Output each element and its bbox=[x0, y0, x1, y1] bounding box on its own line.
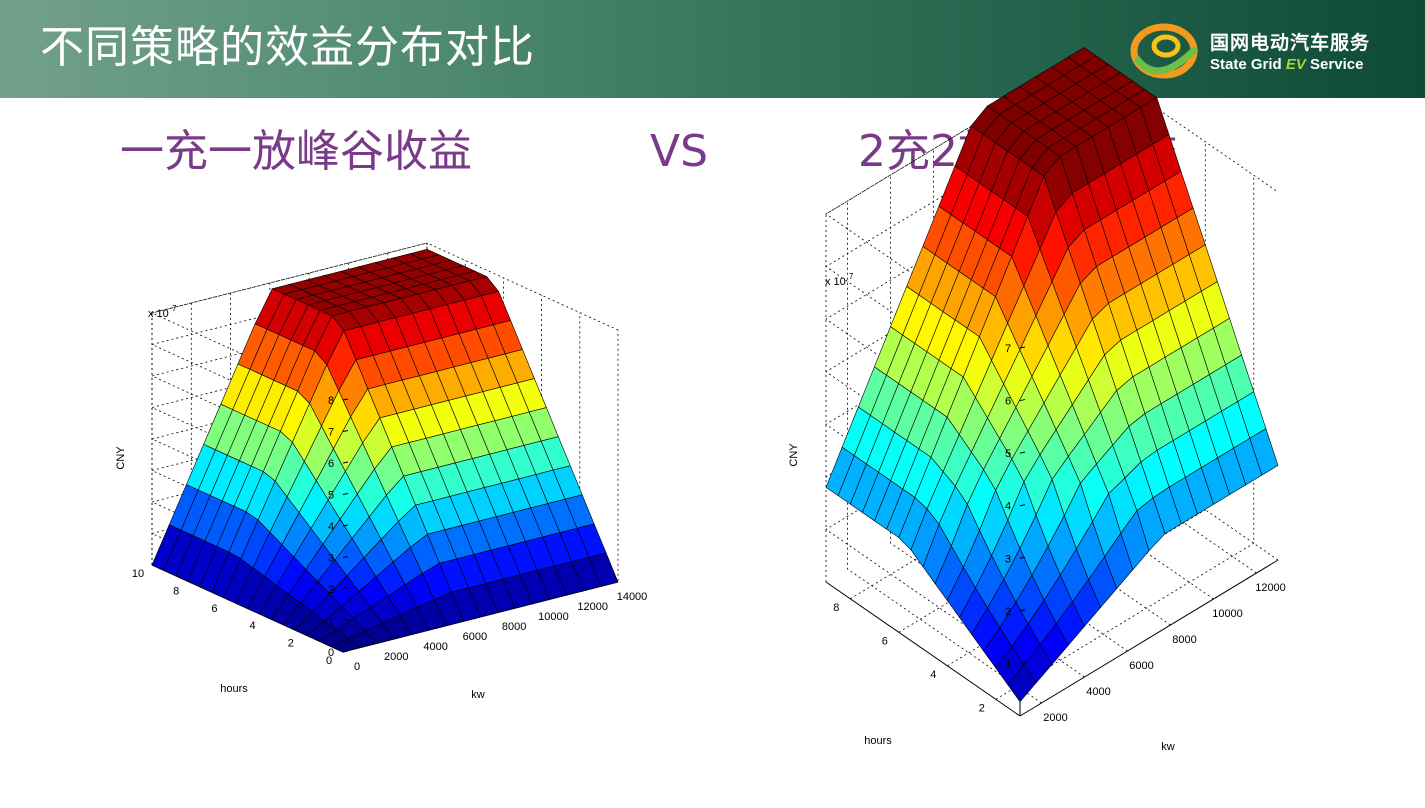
z-tick-mark bbox=[342, 619, 349, 621]
logo-english-name: State Grid EV Service bbox=[1210, 56, 1363, 73]
y-tick-label: 10 bbox=[132, 568, 144, 580]
x-tick-label: 8000 bbox=[1172, 634, 1196, 646]
z-tick-mark bbox=[1019, 609, 1026, 612]
y-tick-label: 8 bbox=[173, 585, 179, 597]
z-tick-label: 5 bbox=[328, 490, 334, 502]
z-tick-mark bbox=[342, 461, 349, 464]
logo-chinese-name: 国网电动汽车服务 bbox=[1210, 32, 1371, 54]
z-tick-label: 7 bbox=[1005, 343, 1011, 355]
z-multiplier-exponent: 7 bbox=[172, 304, 177, 313]
x-tick-label: 4000 bbox=[423, 641, 447, 653]
header-bar: 不同策略的效益分布对比 国网电动汽车服务 State Grid EV Servi… bbox=[0, 0, 1425, 98]
surface-patches bbox=[151, 248, 619, 653]
z-tick-mark bbox=[1019, 451, 1026, 454]
left-subtitle: 一充一放峰谷收益 bbox=[120, 126, 472, 177]
z-multiplier: x 10 bbox=[148, 308, 169, 320]
logo-en-ev: EV bbox=[1285, 56, 1306, 73]
gridline-y bbox=[342, 330, 619, 653]
y-tick-label: 8 bbox=[833, 602, 839, 614]
x-tick-label: 2000 bbox=[384, 651, 408, 663]
z-tick-label: 8 bbox=[328, 395, 334, 407]
gridline-y bbox=[266, 295, 542, 618]
z-tick-label: 3 bbox=[328, 553, 334, 565]
y-tick-label: 0 bbox=[326, 655, 332, 667]
z-axis-label: CNY bbox=[788, 443, 800, 467]
company-logo: 国网电动汽车服务 State Grid EV Service bbox=[1128, 18, 1408, 84]
x-tick-label: 6000 bbox=[1129, 660, 1153, 672]
z-tick-label: 1 bbox=[1005, 658, 1011, 670]
x-tick-label: 0 bbox=[354, 661, 360, 673]
x-tick-label: 14000 bbox=[617, 591, 648, 603]
y-tick-label: 2 bbox=[288, 638, 294, 650]
gridline-y bbox=[304, 312, 581, 635]
z-tick-label: 6 bbox=[1005, 396, 1011, 408]
z-tick-mark bbox=[1019, 346, 1026, 349]
surface-patches bbox=[825, 47, 1279, 703]
x-tick-label: 10000 bbox=[1212, 608, 1243, 620]
side-box-edge bbox=[1083, 57, 1279, 561]
y-tick-label: 2 bbox=[979, 702, 985, 714]
z-tick-mark bbox=[1019, 504, 1026, 507]
z-tick-mark bbox=[342, 650, 349, 653]
z-tick-mark bbox=[1019, 661, 1026, 664]
y-tick-label: 4 bbox=[930, 669, 936, 681]
vs-label: VS bbox=[650, 126, 709, 177]
x-tick-label: 4000 bbox=[1086, 686, 1110, 698]
z-tick-label: 3 bbox=[1005, 553, 1011, 565]
x-tick-label: 12000 bbox=[577, 601, 608, 613]
tick-labels: 0 1 2 3 4 5 6 7 8 0 2 4 6 8 10 0 2000 4000 6000 8000 10000 12… bbox=[132, 395, 647, 673]
y-axis-label: hours bbox=[220, 683, 248, 695]
surface-patch bbox=[1007, 664, 1037, 703]
z-tick-mark bbox=[342, 430, 349, 432]
x-axis-label: kw bbox=[1161, 741, 1175, 753]
y-tick-label: 4 bbox=[250, 620, 256, 632]
page-title: 不同策略的效益分布对比 bbox=[40, 22, 535, 73]
z-tick-label: 5 bbox=[1005, 448, 1011, 460]
z-tick-label: 4 bbox=[1005, 501, 1011, 513]
z-multiplier: x 10 bbox=[825, 276, 846, 288]
z-multiplier-exponent: 7 bbox=[849, 272, 854, 281]
z-tick-label: 1 bbox=[328, 616, 334, 628]
logo-en-suffix: Service bbox=[1305, 56, 1364, 73]
z-tick-mark bbox=[342, 493, 349, 495]
x-tick-label: 2000 bbox=[1043, 712, 1067, 724]
y-axis-label: hours bbox=[864, 735, 892, 747]
logo-en-prefix: State Grid bbox=[1210, 56, 1286, 73]
x-tick-label: 6000 bbox=[463, 631, 487, 643]
gridline-x bbox=[847, 201, 1042, 704]
z-tick-mark bbox=[342, 556, 349, 558]
z-tick-label: 6 bbox=[328, 458, 334, 470]
tick-labels: 1 2 3 4 5 6 7 2 4 6 8 2000 4000 6000 8000 10000 12000 bbox=[833, 343, 1286, 724]
x-tick-label: 12000 bbox=[1255, 582, 1286, 594]
gridline-y bbox=[995, 175, 1255, 700]
z-tick-mark bbox=[1019, 556, 1026, 559]
z-tick-label: 7 bbox=[328, 427, 334, 439]
surface-patch bbox=[330, 638, 361, 653]
z-tick-mark bbox=[342, 524, 349, 527]
z-tick-label: 2 bbox=[328, 584, 334, 596]
state-grid-logo-icon bbox=[1130, 23, 1199, 79]
y-axis-line bbox=[825, 581, 1021, 717]
y-tick-label: 6 bbox=[211, 603, 217, 615]
z-tick-label: 2 bbox=[1005, 606, 1011, 618]
z-tick-mark bbox=[1019, 399, 1026, 402]
y-tick-label: 6 bbox=[882, 635, 888, 647]
z-tick-label: 0 bbox=[328, 647, 334, 659]
z-tick-mark bbox=[342, 587, 349, 590]
z-tick-mark bbox=[342, 398, 349, 401]
x-tick-label: 8000 bbox=[502, 621, 526, 633]
gridline-x bbox=[890, 175, 1085, 678]
x-axis-line bbox=[1019, 559, 1279, 717]
x-tick-label: 10000 bbox=[538, 611, 569, 623]
x-axis-label: kw bbox=[471, 689, 485, 701]
z-tick-label: 4 bbox=[328, 521, 334, 533]
z-axis-label: CNY bbox=[115, 446, 127, 470]
